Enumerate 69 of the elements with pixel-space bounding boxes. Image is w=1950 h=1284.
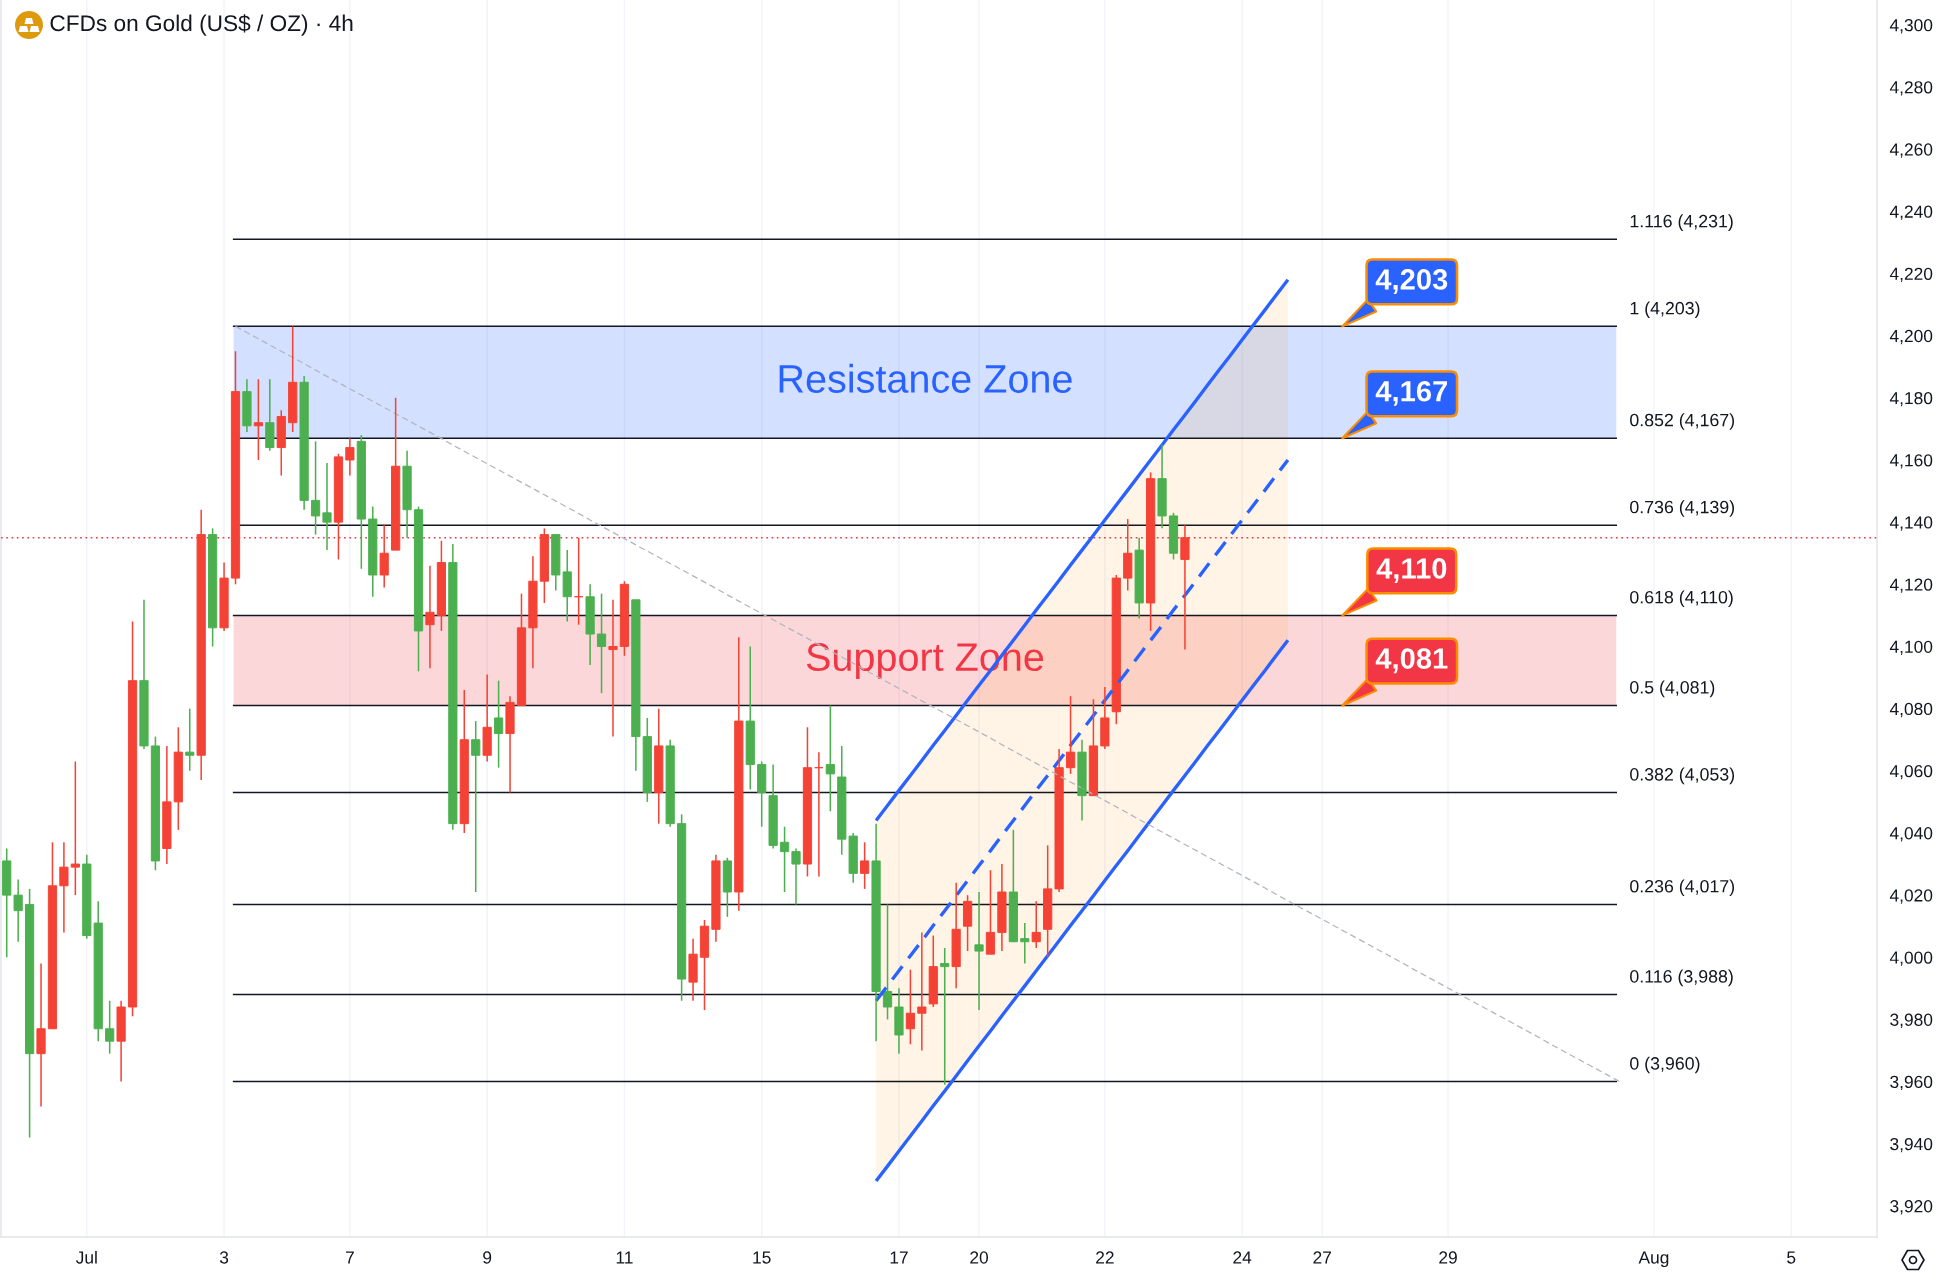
x-tick-label: 7 [345, 1251, 354, 1264]
x-tick-label: 5 [1787, 1251, 1796, 1264]
y-tick-label: 4,100 [1889, 640, 1933, 655]
x-tick-label: 22 [1096, 1251, 1114, 1264]
candlestick [917, 931, 927, 1052]
ref-line-label: 0 (3,960) [1630, 1056, 1700, 1074]
annotation: 4,203 [1375, 269, 1448, 294]
x-tick-label: 3 [219, 1251, 229, 1264]
x-tick-label: 15 [753, 1251, 771, 1264]
candlestick [894, 987, 904, 1055]
candlestick [70, 760, 80, 896]
ref-line-label: 0.236 (4,017) [1630, 879, 1735, 897]
candlestick [493, 679, 504, 769]
candlestick [1065, 695, 1076, 775]
y-tick-label: 4,200 [1889, 329, 1933, 345]
x-tick-label: Jul [75, 1250, 97, 1264]
x-tick-label: Aug [1638, 1251, 1669, 1268]
y-tick-label: 4,140 [1889, 516, 1933, 531]
ref-line-label: 0.116 (3,988) [1630, 969, 1733, 987]
candlestick [596, 592, 607, 694]
candlestick [185, 707, 195, 772]
x-tick-label: 20 [970, 1251, 989, 1264]
ref-line-label: 0.852 (4,167) [1630, 413, 1735, 430]
candlestick [105, 1000, 115, 1055]
x-tick-label: 29 [1439, 1251, 1457, 1264]
y-tick-label: 4,180 [1889, 392, 1933, 407]
text: CFDs on Gold (US$ / OZ) · 4h [50, 14, 353, 36]
y-tick-label: 4,120 [1889, 578, 1933, 593]
candlestick [322, 462, 332, 551]
y-tick-label: 3,940 [1890, 1137, 1933, 1153]
ref-line-label: 0.382 (4,053) [1630, 767, 1735, 785]
x-tick-label: 27 [1313, 1251, 1331, 1264]
candlestick [825, 704, 835, 812]
candlestick [974, 891, 984, 1011]
ref-line-label: 1 (4,203) [1630, 301, 1700, 318]
y-tick-label: 4,260 [1889, 143, 1933, 158]
y-tick-label: 4,280 [1889, 81, 1933, 96]
candlestick [13, 878, 23, 943]
annotation: 4,081 [1375, 648, 1448, 674]
y-tick-label: 4,080 [1889, 702, 1933, 718]
x-tick-label: 17 [890, 1251, 908, 1264]
ref-line-label: 0.618 (4,110) [1630, 590, 1733, 607]
y-tick-label: 4,240 [1889, 205, 1933, 220]
ref-line-label: 1.116 (4,231) [1630, 214, 1733, 231]
ref-line-label: 0.736 (4,139) [1630, 500, 1735, 517]
candlestick [860, 841, 870, 890]
x-tick-label: 11 [616, 1251, 633, 1264]
annotation: 4,110 [1376, 558, 1447, 584]
candlestick [471, 720, 481, 893]
y-tick-label: 4,060 [1889, 764, 1933, 780]
y-tick-label: 3,920 [1890, 1200, 1933, 1215]
candlestick [1100, 686, 1110, 750]
ref-line-label: 0.5 (4,081) [1630, 680, 1715, 698]
candlestick [310, 440, 321, 536]
candlestick [345, 437, 355, 477]
y-tick-label: 4,220 [1889, 267, 1933, 283]
y-tick-label: 4,160 [1889, 454, 1933, 469]
y-tick-label: 3,980 [1890, 1013, 1933, 1028]
y-tick-label: 4,040 [1889, 827, 1933, 842]
y-tick-label: 3,960 [1890, 1075, 1933, 1091]
x-tick-label: 9 [483, 1251, 492, 1264]
y-tick-label: 4,020 [1889, 889, 1933, 904]
y-tick-label: 4,300 [1889, 19, 1933, 34]
candlestick [791, 847, 801, 906]
y-tick-label: 4,000 [1889, 951, 1933, 966]
annotation: 4,167 [1375, 380, 1447, 406]
candlestick [722, 857, 732, 918]
x-tick-label: 24 [1233, 1251, 1252, 1264]
band-label: Resistance Zone [779, 363, 1072, 393]
